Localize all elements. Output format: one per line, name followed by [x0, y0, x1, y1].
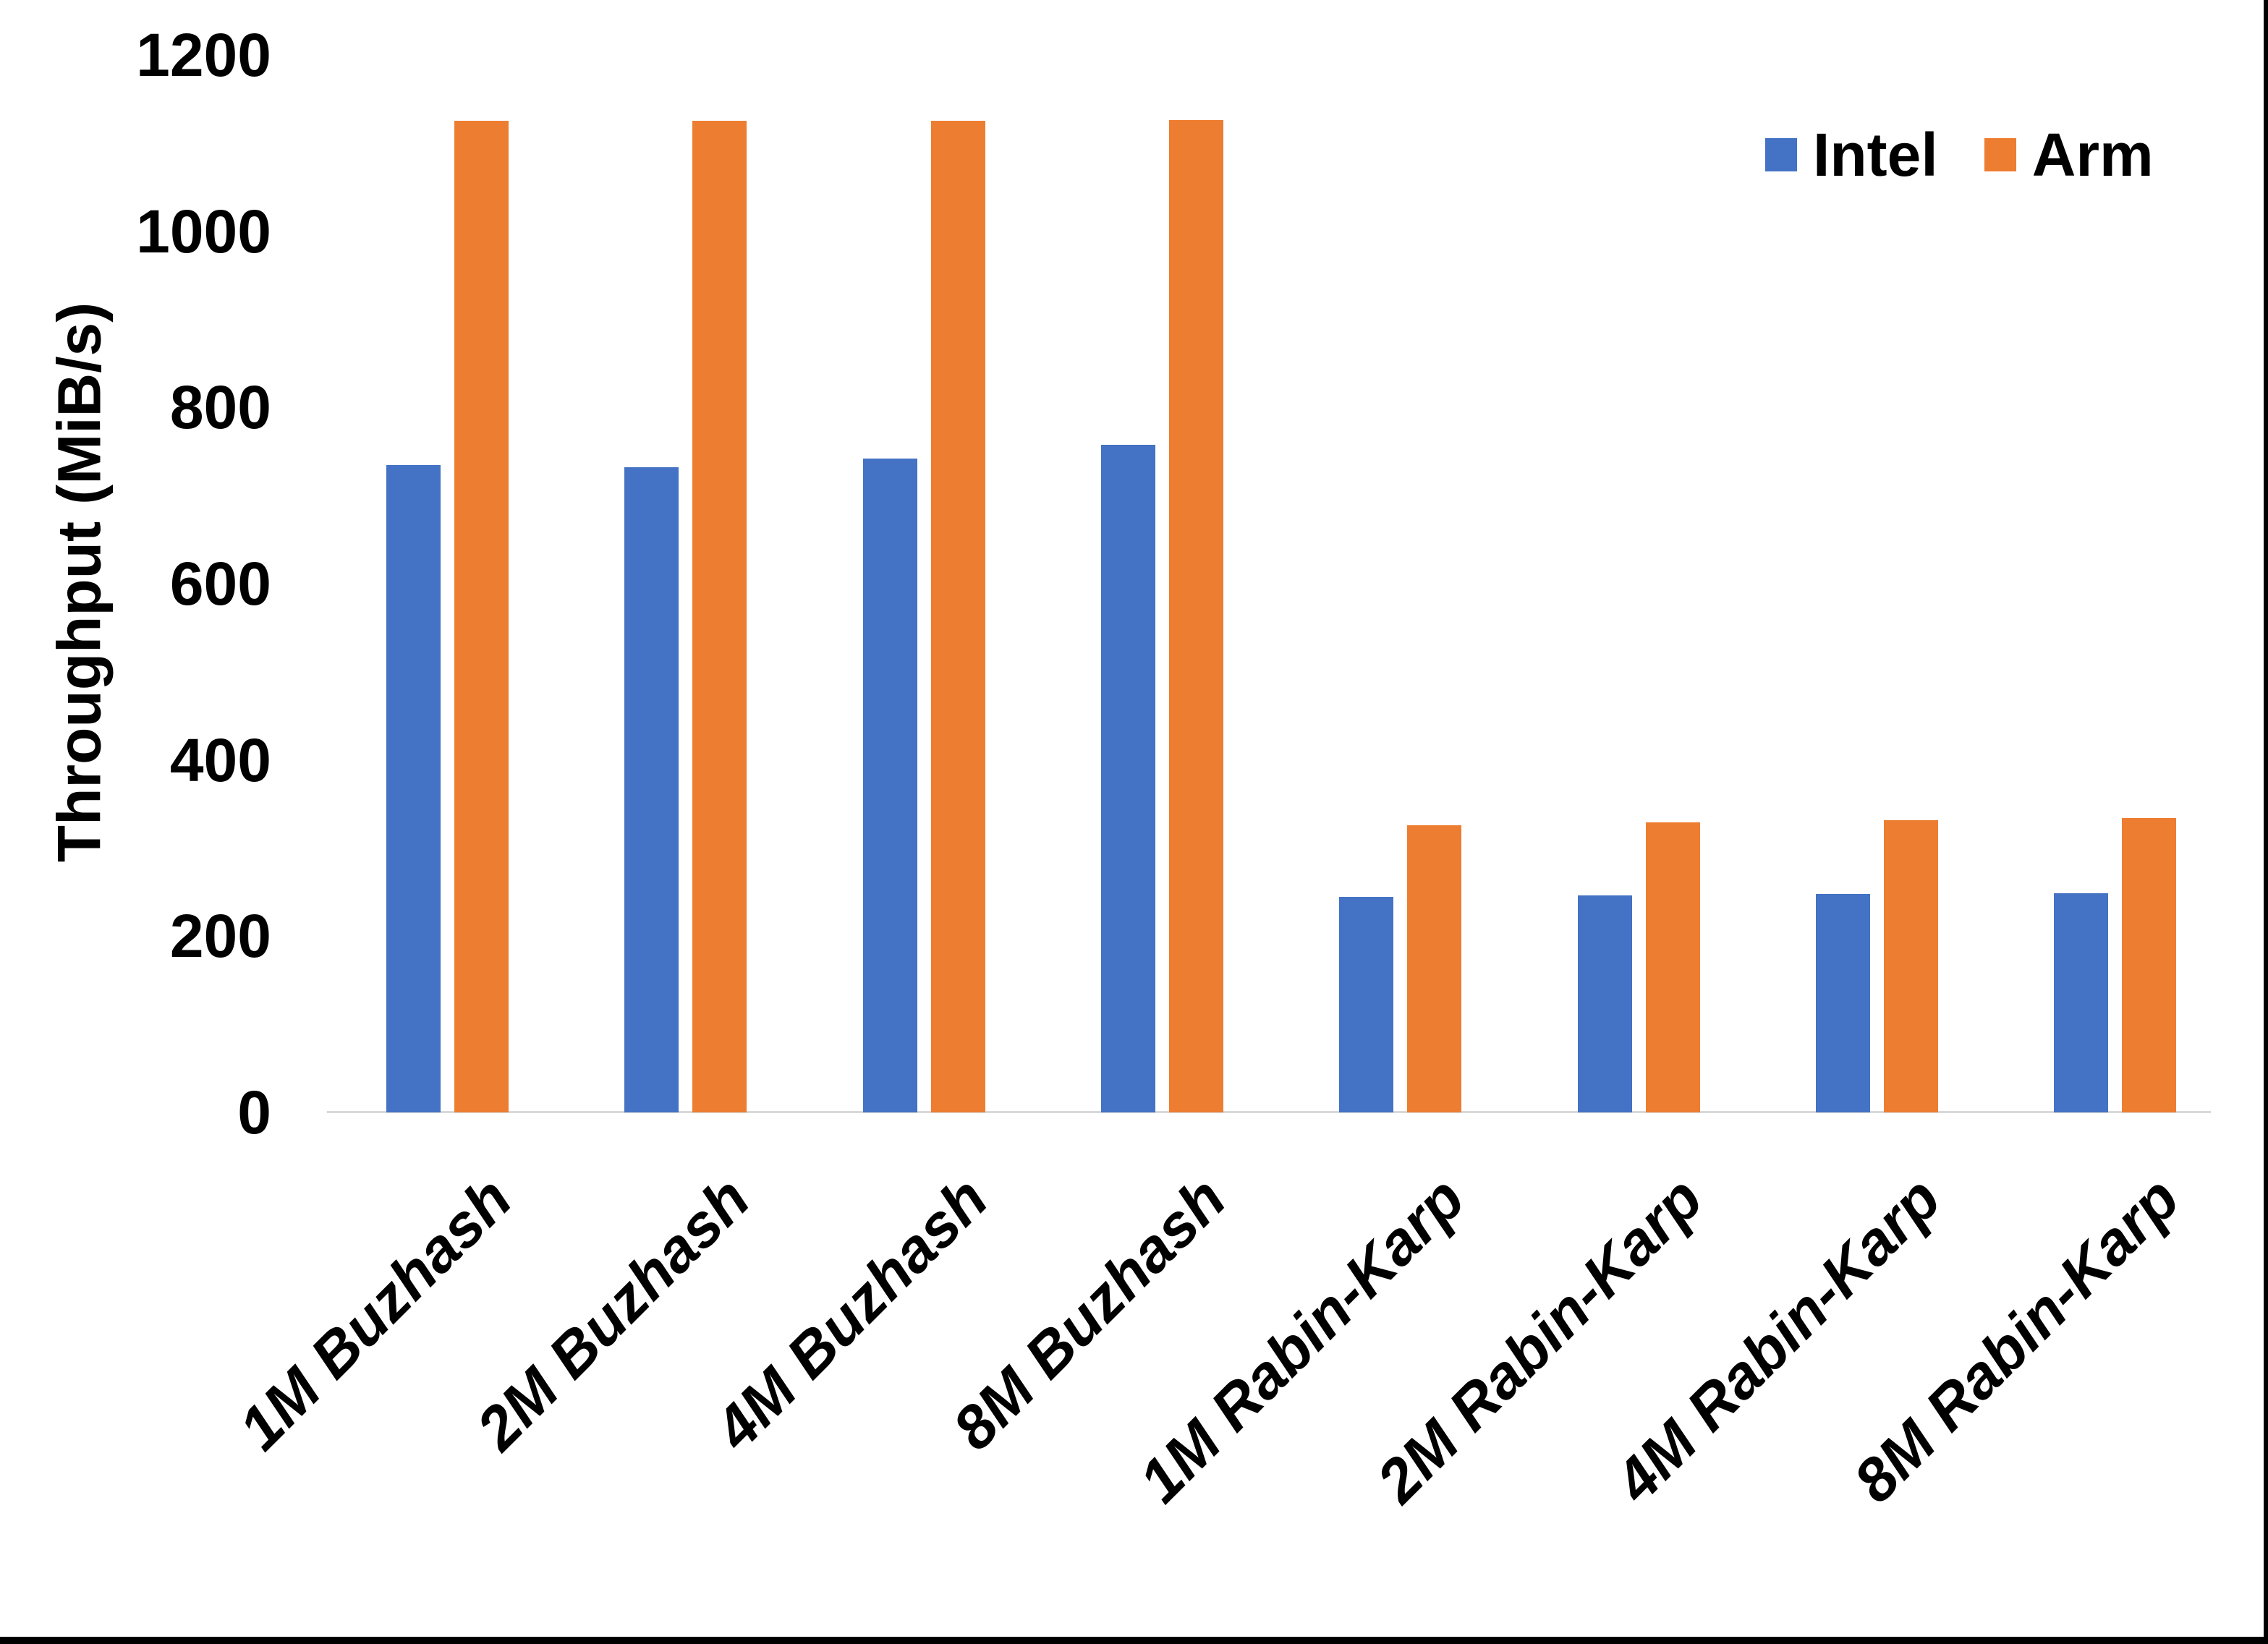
y-tick-label: 1000: [136, 197, 271, 265]
bar-arm-3: [930, 121, 985, 1112]
bar-arm-6: [1645, 822, 1700, 1112]
bar-arm-8: [2122, 818, 2177, 1112]
bar-arm-2: [692, 121, 747, 1112]
bar-arm-4: [1168, 120, 1223, 1112]
y-tick-label: 600: [169, 550, 271, 618]
bar-intel-7: [1815, 893, 1870, 1112]
legend: Intel Arm: [1765, 124, 2154, 185]
legend-label: Intel: [1813, 121, 1938, 189]
legend-swatch-arm: [1984, 138, 2016, 171]
y-tick-label: 400: [169, 725, 271, 794]
y-tick-label: 800: [169, 373, 271, 442]
legend-item-intel: Intel: [1765, 124, 1938, 185]
bar-intel-5: [1339, 896, 1394, 1112]
x-category-label: 1M Buzhash: [225, 1164, 524, 1463]
bar-arm-5: [1407, 825, 1462, 1112]
legend-item-arm: Arm: [1984, 124, 2154, 185]
x-axis-line: [327, 1111, 2211, 1113]
bar-intel-6: [1577, 895, 1632, 1112]
bar-intel-4: [1100, 444, 1155, 1112]
bar-intel-8: [2054, 893, 2109, 1112]
y-tick-label: 200: [169, 902, 271, 971]
legend-label: Arm: [2031, 121, 2154, 189]
y-tick-label: 1200: [136, 21, 271, 89]
legend-swatch-intel: [1765, 138, 1797, 171]
bar-arm-7: [1883, 819, 1938, 1112]
bar-intel-1: [386, 464, 441, 1112]
bar-arm-1: [454, 121, 509, 1112]
y-tick-label: 0: [237, 1078, 271, 1146]
bar-intel-2: [624, 467, 679, 1112]
bar-intel-3: [862, 458, 917, 1112]
